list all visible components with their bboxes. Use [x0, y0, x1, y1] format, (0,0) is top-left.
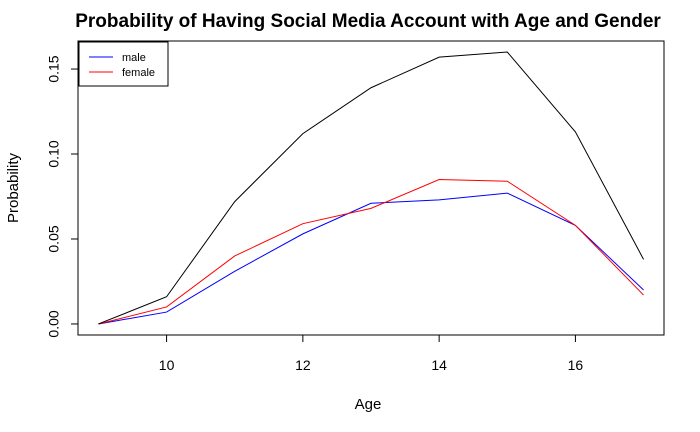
legend: male female: [78, 41, 169, 87]
x-axis-label: Age: [355, 396, 382, 413]
x-tick-label-14: 14: [431, 357, 447, 373]
legend-label-male: male: [122, 52, 146, 64]
series-line-2: [98, 51, 644, 325]
chart-title: Probability of Having Social Media Accou…: [75, 11, 661, 32]
x-axis: 10 12 14 16: [159, 334, 584, 373]
y-axis: 0.00 0.05 0.10 0.15: [46, 55, 79, 338]
y-tick-label-1: 0.05: [46, 225, 62, 252]
legend-label-female: female: [122, 67, 155, 79]
series-line-female: [98, 179, 644, 325]
x-tick-label-12: 12: [295, 357, 311, 373]
y-tick-label-0: 0.00: [46, 310, 62, 337]
y-axis-label: Probability: [5, 152, 22, 223]
series-line-male: [98, 192, 644, 325]
y-tick-label-2: 0.10: [46, 140, 62, 167]
legend-box: [78, 41, 169, 87]
x-tick-label-10: 10: [159, 357, 175, 373]
y-tick-label-3: 0.15: [46, 55, 62, 82]
x-tick-label-16: 16: [568, 357, 584, 373]
series-layer: [98, 51, 644, 325]
